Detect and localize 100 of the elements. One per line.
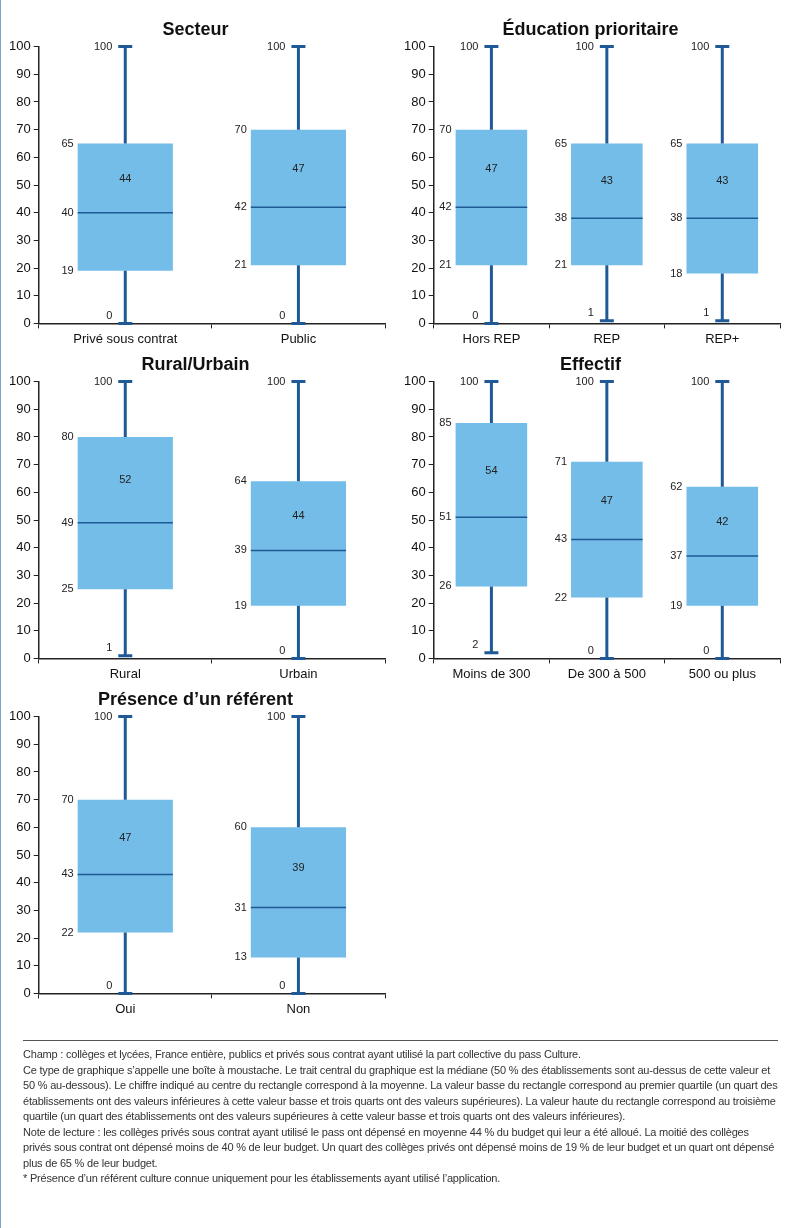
y-tick-label: 20 <box>411 259 426 275</box>
annotation: 70 <box>234 122 247 135</box>
y-tick-label: 40 <box>411 539 426 555</box>
x-tick-label: Rural <box>109 665 141 681</box>
annotation: 43 <box>554 532 568 545</box>
x-tick-label: Privé sous contrat <box>73 330 178 346</box>
annotation: 65 <box>61 136 74 149</box>
annotation: 0 <box>279 643 286 656</box>
x-tick-label: Non <box>286 1000 311 1016</box>
annotation: 100 <box>460 374 479 387</box>
annotation: 2 <box>472 638 479 651</box>
annotation: 100 <box>575 39 594 52</box>
text: Note de lecture : les collèges privés sous contrat ayant utilisé le pass ont dépensé en moyenne 44 % du budget qui leur a été alloué. La moitié des collèges privés sous contrat ont dépensé moins de 40 % de leur budget. Un quart des collèges privés ont dépensé moins de 19 % de leur budget et un quart ont dépensé plus de 65 % de leur budget. <box>23 1124 776 1171</box>
y-tick-label: 60 <box>411 148 426 164</box>
y-tick-label: 100 <box>8 38 31 54</box>
y-tick-label: 10 <box>411 622 426 638</box>
y-tick-label: 20 <box>16 259 31 275</box>
y-tick-label: 30 <box>411 566 426 582</box>
annotation: 38 <box>554 211 568 224</box>
y-tick-label: 20 <box>16 594 31 610</box>
annotation: 0 <box>279 308 286 321</box>
annotation: 38 <box>670 211 683 224</box>
y-tick-label: 90 <box>411 65 426 81</box>
x-tick-label: Moins de 300 <box>452 665 531 681</box>
annotation: 22 <box>554 590 568 603</box>
annotation: 100 <box>690 374 710 387</box>
chart-title: Présence d’un référent <box>97 688 294 709</box>
annotation: 21 <box>554 258 568 271</box>
y-tick-label: 40 <box>16 874 31 890</box>
y-tick-label: 60 <box>16 148 31 164</box>
y-tick-label: 90 <box>16 400 31 416</box>
y-tick-label: 60 <box>16 483 31 499</box>
annotation: 19 <box>234 598 247 611</box>
y-tick-label: 100 <box>8 373 31 389</box>
annotation: 26 <box>439 579 452 592</box>
annotation: 100 <box>267 39 286 52</box>
annotation: 0 <box>106 978 113 991</box>
annotation: 44 <box>119 171 132 184</box>
y-tick-label: 40 <box>411 204 426 220</box>
text: Champ : collèges et lycées, France entière, publics et privés sous contrat ayant utilisé la part collective du pass Culture. <box>23 1047 582 1062</box>
y-tick-label: 50 <box>16 176 31 192</box>
y-tick-label: 50 <box>16 511 31 527</box>
y-tick-label: 0 <box>23 314 31 330</box>
x-tick-label: REP <box>593 330 621 346</box>
x-tick-label: Oui <box>115 1000 136 1016</box>
y-tick-label: 90 <box>411 400 426 416</box>
annotation: 100 <box>267 374 286 387</box>
annotation: 44 <box>292 509 305 522</box>
y-tick-label: 70 <box>411 456 426 472</box>
annotation: 19 <box>670 598 683 611</box>
y-tick-label: 70 <box>411 121 426 137</box>
annotation: 100 <box>93 709 113 722</box>
y-tick-label: 100 <box>403 373 426 389</box>
annotation: 70 <box>439 122 452 135</box>
annotation: 21 <box>234 258 247 271</box>
y-tick-label: 0 <box>418 649 426 665</box>
annotation: 1 <box>106 641 113 654</box>
annotation: 42 <box>439 200 452 213</box>
annotation: 0 <box>587 643 594 656</box>
y-tick-label: 80 <box>16 93 31 109</box>
y-tick-label: 80 <box>411 428 426 444</box>
annotation: 100 <box>690 39 710 52</box>
annotation: 70 <box>61 792 74 805</box>
y-tick-label: 50 <box>411 176 426 192</box>
annotation: 64 <box>234 474 247 487</box>
annotation: 47 <box>119 830 132 843</box>
y-tick-label: 70 <box>16 121 31 137</box>
annotation: 100 <box>575 374 594 387</box>
y-tick-label: 30 <box>16 901 31 917</box>
y-tick-label: 50 <box>411 511 426 527</box>
y-tick-label: 40 <box>16 204 31 220</box>
annotation: 43 <box>600 174 613 187</box>
annotation: 0 <box>106 308 113 321</box>
y-tick-label: 80 <box>16 763 31 779</box>
annotation: 65 <box>554 136 568 149</box>
y-tick-label: 0 <box>418 314 426 330</box>
annotation: 100 <box>93 39 113 52</box>
annotation: 85 <box>439 416 452 429</box>
chart-title: Effectif <box>559 353 622 374</box>
annotation: 25 <box>61 582 74 595</box>
annotation: 40 <box>61 205 74 218</box>
x-tick-label: 500 ou plus <box>688 665 757 681</box>
y-tick-label: 30 <box>411 231 426 247</box>
y-tick-label: 70 <box>16 456 31 472</box>
chart-title: Secteur <box>162 18 229 39</box>
annotation: 43 <box>716 174 729 187</box>
y-tick-label: 0 <box>23 649 31 665</box>
annotation: 19 <box>61 263 74 276</box>
x-tick-label: REP+ <box>705 330 740 346</box>
y-tick-label: 70 <box>16 791 31 807</box>
annotation: 54 <box>485 463 498 476</box>
annotation: 51 <box>439 510 452 523</box>
y-tick-label: 10 <box>16 287 31 303</box>
y-tick-label: 30 <box>16 231 31 247</box>
annotation: 13 <box>234 950 247 963</box>
annotation: 18 <box>670 266 683 279</box>
chart-title: Rural/Urbain <box>141 353 250 374</box>
annotation: 52 <box>119 473 132 486</box>
annotation: 42 <box>716 514 729 527</box>
annotation: 22 <box>61 925 74 938</box>
